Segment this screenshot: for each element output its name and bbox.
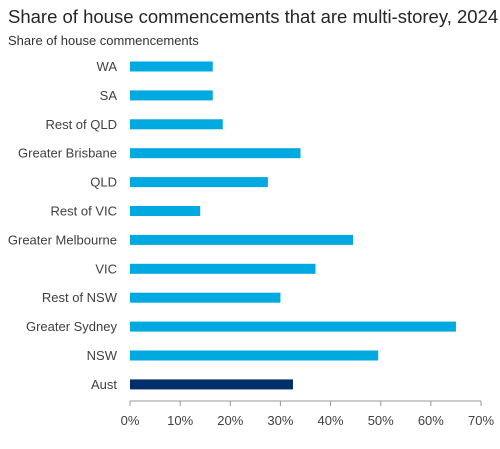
- bar-greater-brisbane: [130, 148, 301, 159]
- bar-rest-of-vic: [130, 206, 201, 216]
- category-label: VIC: [95, 261, 117, 276]
- category-label: Rest of QLD: [45, 117, 117, 132]
- x-tick-label: 60%: [418, 413, 444, 428]
- category-label: Greater Sydney: [26, 319, 118, 334]
- y-axis-title: Share of house commencements: [8, 33, 199, 48]
- x-tick-label: 40%: [318, 413, 344, 428]
- x-tick-label: 20%: [217, 413, 243, 428]
- x-tick-label: 70%: [468, 413, 494, 428]
- category-label: Rest of VIC: [51, 204, 117, 219]
- category-label: Rest of NSW: [42, 290, 118, 305]
- category-label: WA: [97, 59, 118, 74]
- bar-sa: [130, 90, 213, 101]
- x-tick-label: 30%: [267, 413, 293, 428]
- chart-title: Share of house commencements that are mu…: [8, 6, 499, 27]
- bar-rest-of-nsw: [130, 292, 281, 303]
- bar-greater-melbourne: [130, 234, 354, 245]
- category-label: Greater Melbourne: [8, 232, 117, 247]
- category-label: Aust: [91, 377, 117, 392]
- bar-greater-sydney: [130, 321, 456, 332]
- category-label: SA: [100, 88, 118, 103]
- bar-aust: [130, 379, 293, 390]
- x-tick-label: 0%: [121, 413, 140, 428]
- bar-vic: [130, 263, 316, 274]
- category-label: Greater Brisbane: [18, 146, 117, 161]
- bar-nsw: [130, 350, 379, 361]
- bar-rest-of-qld: [130, 119, 223, 130]
- bar-wa: [130, 61, 213, 72]
- category-label: NSW: [87, 348, 118, 363]
- category-label: QLD: [90, 175, 117, 190]
- bar-qld: [130, 177, 268, 188]
- x-tick-label: 10%: [167, 413, 193, 428]
- x-tick-label: 50%: [368, 413, 394, 428]
